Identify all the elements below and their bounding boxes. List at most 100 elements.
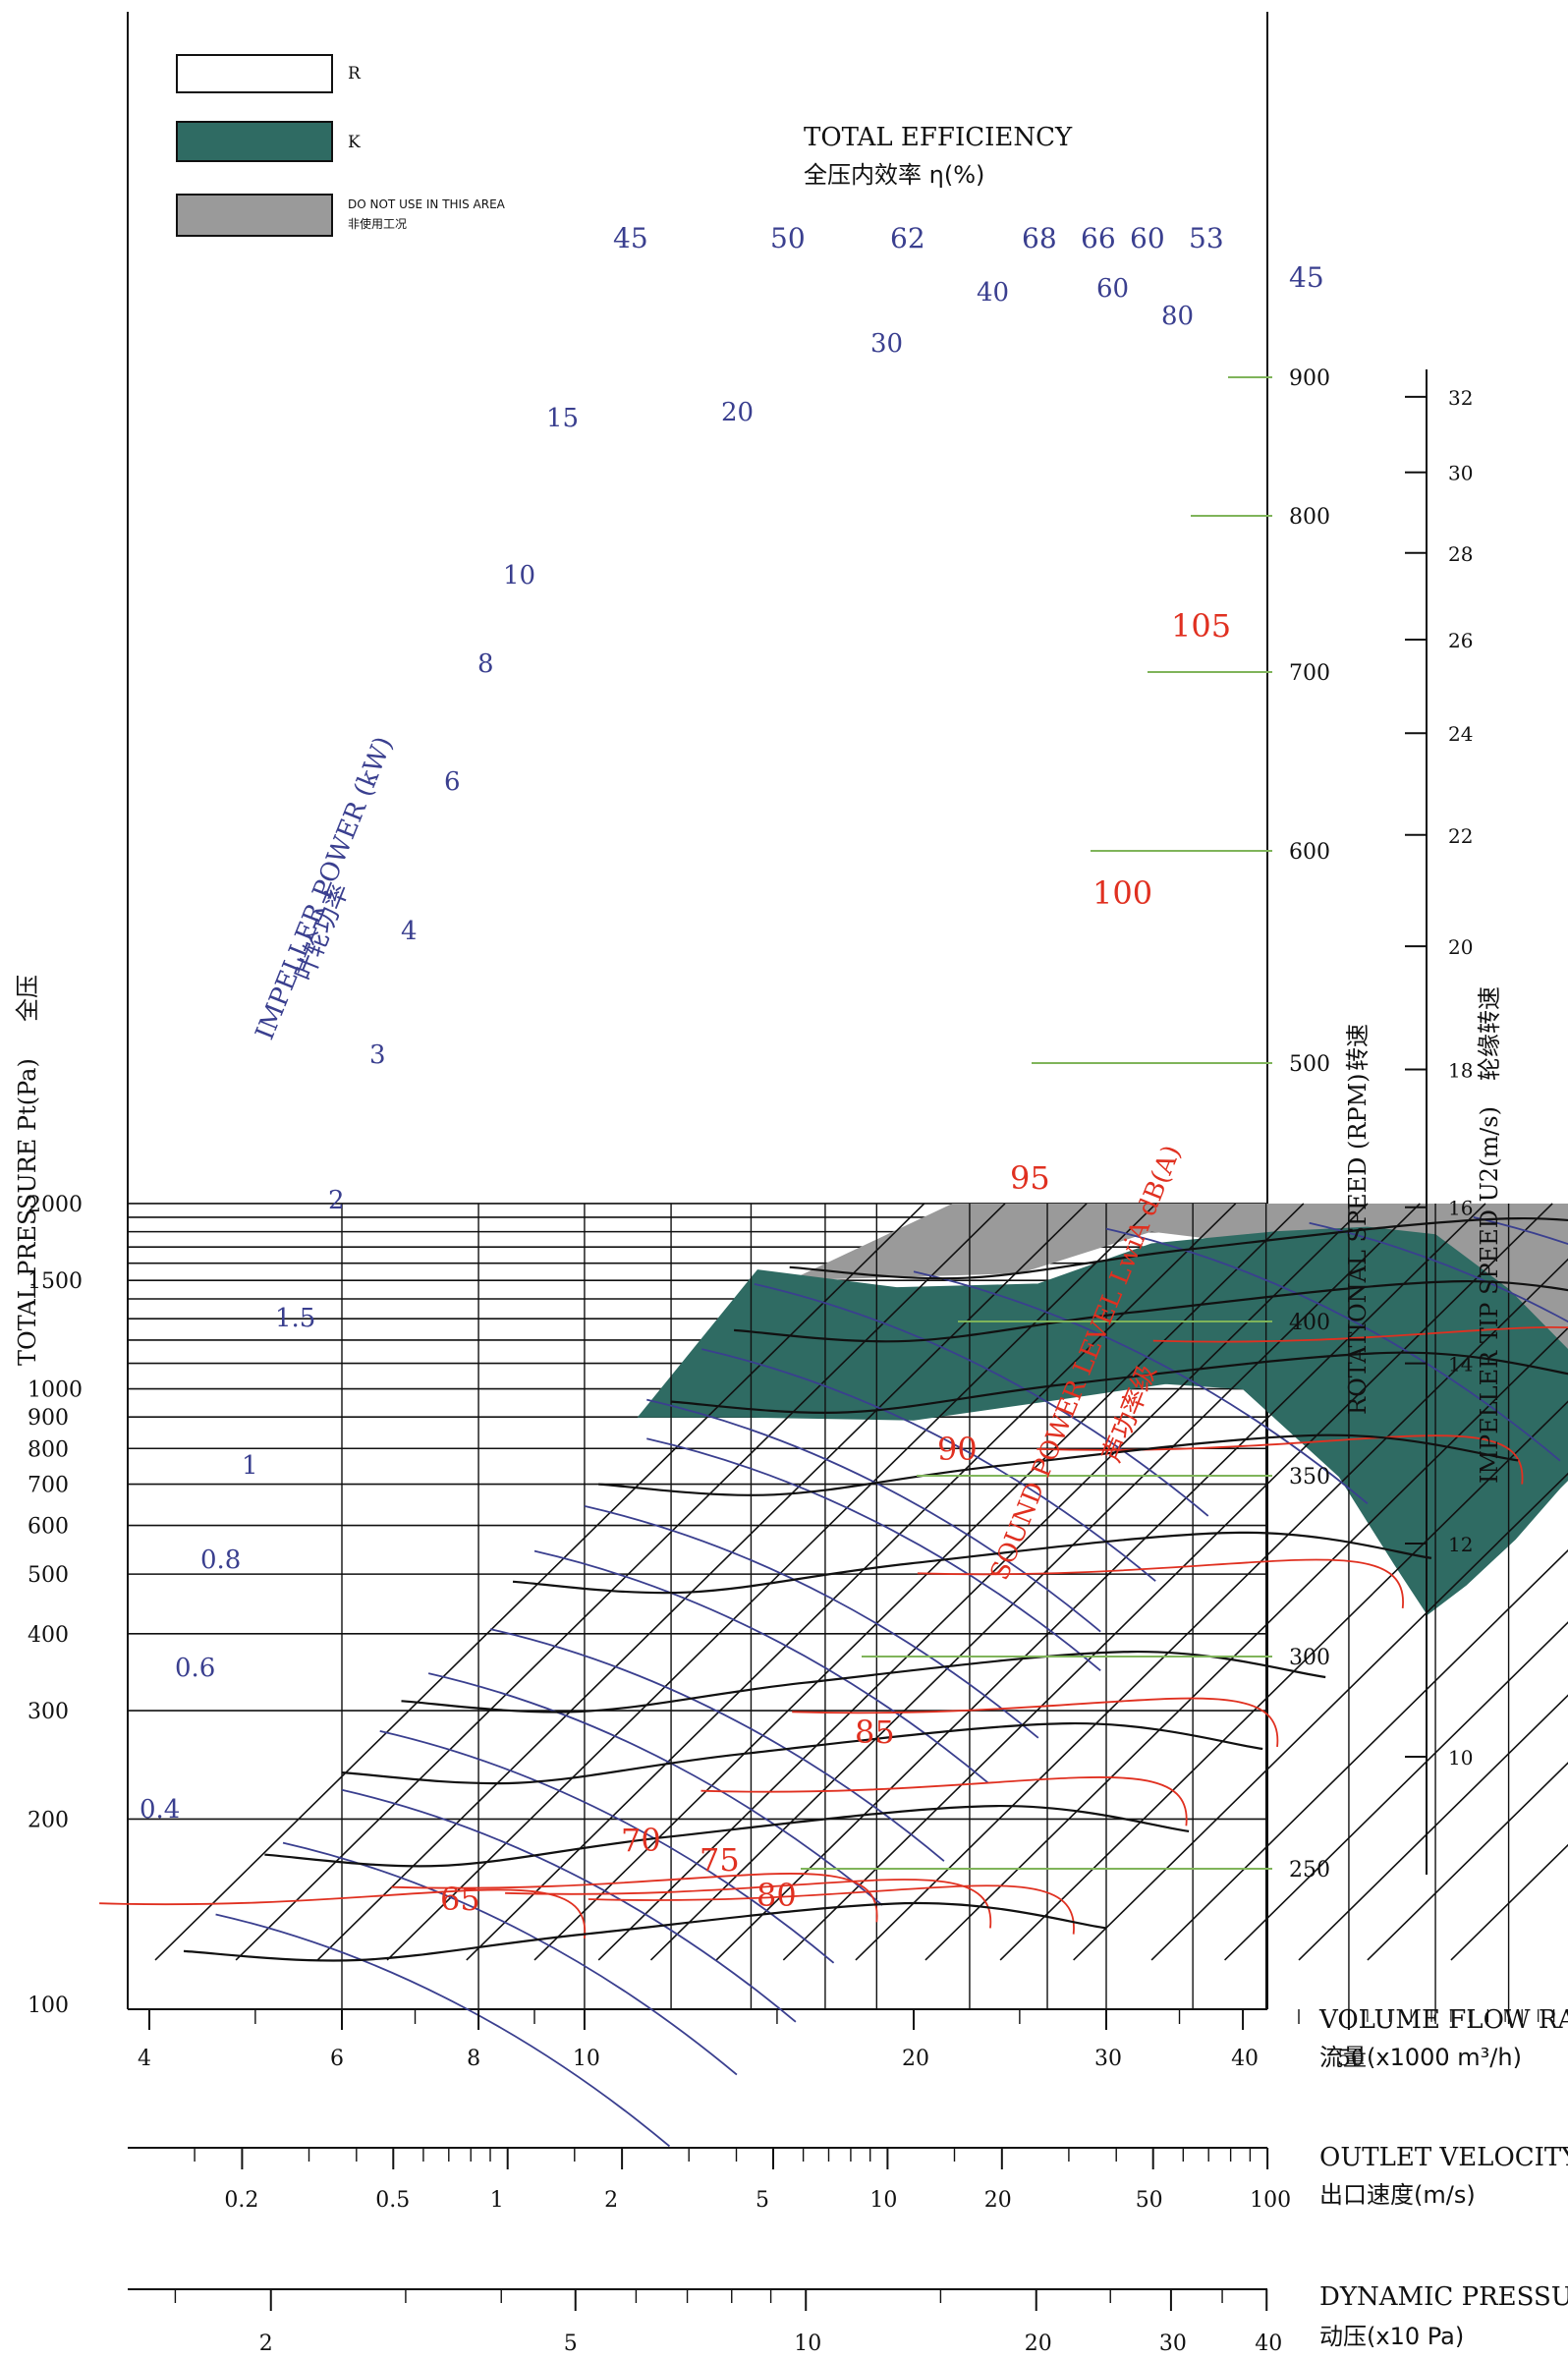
- flow-tick-label: 30: [1094, 2047, 1122, 2071]
- efficiency-title: TOTAL EFFICIENCY: [804, 123, 1073, 152]
- tip-tick-label: 12: [1448, 1533, 1473, 1556]
- power-curve: [489, 1628, 945, 1862]
- tip-tick-label: 28: [1448, 542, 1473, 566]
- pressure-tick-label: 2000: [28, 1193, 83, 1217]
- dynamic-axis-title: DYNAMIC PRESSURE: [1319, 2282, 1568, 2312]
- power-curve: [1473, 1216, 1568, 1246]
- sound-curve: [99, 1888, 587, 1939]
- velocity-tick-label: 0.5: [375, 2188, 410, 2213]
- sound-curves: [99, 1325, 1568, 1939]
- power-labels: 0.4 0.6 0.8 1 1.5 2 3 4 6 8 10 15 20 30 40 60 80: [140, 274, 1194, 1825]
- power-curve: [1105, 1227, 1561, 1462]
- power-label: 1: [242, 1451, 258, 1481]
- tip-tick-label: 30: [1448, 462, 1473, 485]
- pressure-tick-label: 700: [28, 1474, 69, 1498]
- velocity-axis-title-cn: 出口速度(m/s): [1319, 2181, 1476, 2209]
- flow-tick-label: 8: [467, 2047, 480, 2071]
- pressure-tick-labels: 2000 1500 1000 900 800 700 600 500 400 300 200 100: [28, 1193, 83, 2018]
- efficiency-label: 66: [1081, 222, 1116, 254]
- rpm-curve-600: [598, 1433, 1519, 1496]
- rpm-curve-300: [264, 1804, 1190, 1868]
- tip-tick-label: 22: [1448, 824, 1473, 848]
- power-curve: [282, 1841, 738, 2076]
- tip-tick-label: 26: [1448, 629, 1473, 652]
- speed-tick-label: 900: [1289, 366, 1330, 391]
- pressure-tick-label: 800: [28, 1437, 69, 1462]
- rpm-curve-500: [512, 1531, 1432, 1595]
- diagonal-line: [1367, 1762, 1568, 1961]
- sound-label: 85: [855, 1714, 895, 1751]
- k-area: [637, 1226, 1568, 1615]
- flow-tick-label: 50: [1337, 2047, 1365, 2071]
- speed-tick-labels: 900 800 700 600 500 400 350 300 250: [1289, 366, 1330, 1882]
- power-curve: [533, 1549, 989, 1784]
- sound-curve: [1152, 1325, 1568, 1343]
- sound-curve: [917, 1558, 1404, 1608]
- recommended-zone-k: [637, 1226, 1568, 1615]
- power-label: 2: [328, 1186, 345, 1215]
- efficiency-label: 60: [1130, 222, 1165, 254]
- efficiency-label: 50: [770, 222, 806, 254]
- pressure-tick-label: 900: [28, 1406, 69, 1431]
- legend-label-no-use-cn: 非使用工况: [348, 216, 407, 231]
- velocity-tick-label: 10: [869, 2188, 897, 2213]
- efficiency-title-cn: 全压内效率 η(%): [804, 161, 984, 189]
- power-label: 10: [503, 561, 535, 590]
- dynamic-axis-title-cn: 动压(x10 Pa): [1319, 2323, 1464, 2350]
- speed-tick-label: 300: [1289, 1646, 1330, 1670]
- rpm-curve-800: [734, 1279, 1568, 1343]
- diagonal-line: [1073, 1472, 1568, 1961]
- power-curve: [913, 1270, 1369, 1505]
- dynamic-tick-label: 5: [564, 2332, 578, 2356]
- dynamic-pressure-axis: 2 5 10 20 30 40: [128, 2288, 1282, 2356]
- sound-label: 105: [1171, 607, 1231, 645]
- pressure-tick-label: 300: [28, 1700, 69, 1724]
- diagonal-line: [924, 1326, 1568, 1961]
- rpm-curve-400: [401, 1650, 1326, 1714]
- power-label: 80: [1161, 302, 1194, 331]
- tip-speed-axis: 32 30 28 26 24 22 20 18 16 14 12 10: [1405, 369, 1473, 1875]
- sound-label: 75: [700, 1841, 740, 1879]
- tip-tick-label: 10: [1448, 1746, 1473, 1770]
- flow-tick-label: 4: [138, 2047, 151, 2071]
- speed-axis-title: ROTATIONAL SPEED (RPM): [1344, 1073, 1372, 1415]
- tip-axis-title-cn: 轮缘转速: [1476, 986, 1503, 1081]
- sound-label: 100: [1092, 874, 1152, 912]
- power-curves: [215, 1216, 1568, 2148]
- sound-labels: 65 70 75 80 85 90 95 100 105: [440, 607, 1231, 1918]
- flow-axis-title-cn: 流量(x1000 m³/h): [1319, 2044, 1522, 2071]
- velocity-tick-label: 2: [604, 2188, 618, 2213]
- velocity-axis-title: OUTLET VELOCITY: [1319, 2143, 1568, 2172]
- power-curve: [379, 1729, 835, 1964]
- velocity-tick-label: 1: [490, 2188, 504, 2213]
- power-curve: [215, 1913, 671, 2148]
- power-curve: [701, 1348, 1156, 1582]
- diagonal-line: [154, 1203, 925, 1961]
- power-curve: [754, 1283, 1209, 1517]
- power-label: 0.4: [140, 1795, 180, 1825]
- efficiency-label: 45: [1289, 261, 1324, 294]
- rpm-curves: [183, 1216, 1568, 1962]
- flow-tick-label: 40: [1231, 2047, 1259, 2071]
- rpm-curve-700: [671, 1351, 1568, 1414]
- rpm-leader-lines: [801, 376, 1272, 1870]
- velocity-tick-label: 50: [1136, 2188, 1163, 2213]
- power-label: 60: [1096, 274, 1129, 304]
- speed-tick-label: 800: [1289, 505, 1330, 530]
- legend-label-r: R: [348, 64, 362, 84]
- legend-label-no-use: DO NOT USE IN THIS AREA: [348, 197, 506, 211]
- sound-curve: [505, 1879, 992, 1929]
- power-curve: [584, 1504, 1039, 1739]
- velocity-tick-label: 5: [756, 2188, 769, 2213]
- dynamic-tick-label: 10: [794, 2332, 821, 2356]
- diagonal-line: [533, 1203, 1305, 1961]
- efficiency-label: 62: [890, 222, 925, 254]
- flow-tick-label: 6: [330, 2047, 344, 2071]
- sound-label: 95: [1010, 1159, 1050, 1197]
- dynamic-tick-label: 20: [1025, 2332, 1052, 2356]
- diagonal-line: [386, 1203, 1157, 1961]
- pressure-tick-label: 1000: [28, 1378, 83, 1403]
- legend-swatch-no-use: [176, 194, 333, 237]
- legend-swatch-k: [176, 121, 333, 162]
